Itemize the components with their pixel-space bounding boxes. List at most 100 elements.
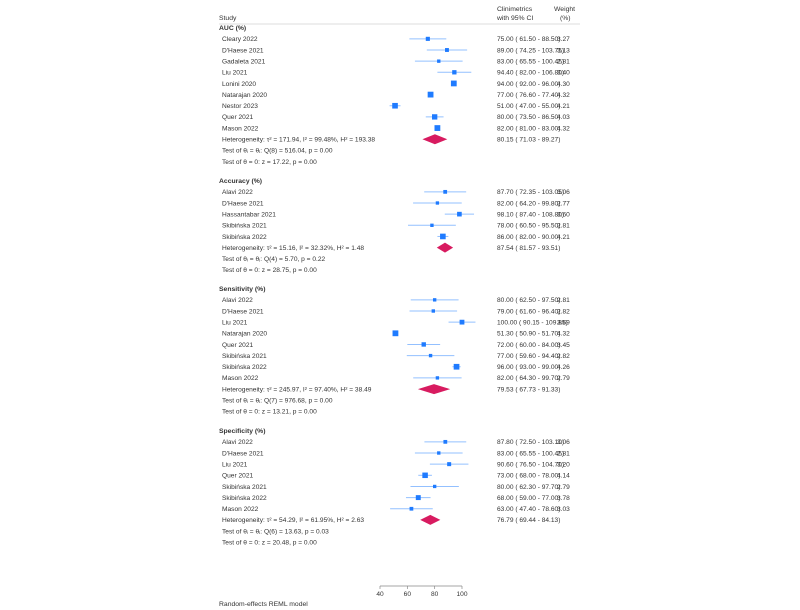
study-name: Alavi 2022 xyxy=(222,189,253,196)
study-weight: 4.30 xyxy=(557,81,570,88)
test-statistic: Test of θ = 0: z = 17.22, p = 0.00 xyxy=(222,159,317,166)
heterogeneity-label: Heterogeneity: τ² = 54.29, I² = 61.95%, … xyxy=(222,517,364,524)
study-marker xyxy=(432,114,438,120)
effect-column-header-line2: with 95% CI xyxy=(496,15,533,22)
heterogeneity-label: Heterogeneity: τ² = 15.16, I² = 32.32%, … xyxy=(222,245,364,252)
study-marker xyxy=(435,201,440,205)
study-weight: 2.82 xyxy=(557,353,570,360)
study-marker xyxy=(434,125,441,131)
study-name: Skibińska 2022 xyxy=(222,495,267,502)
study-name: D'Haese 2021 xyxy=(222,308,264,315)
study-marker xyxy=(421,342,426,347)
study-marker xyxy=(437,451,441,455)
study-ci-text: 90.60 ( 76.50 - 104.70) xyxy=(497,461,564,468)
x-tick-label: 60 xyxy=(404,591,412,598)
study-weight: 4.32 xyxy=(557,125,570,132)
study-marker xyxy=(432,484,437,489)
study-ci-text: 80.00 ( 62.50 - 97.50) xyxy=(497,297,560,304)
study-ci-text: 86.00 ( 82.00 - 90.00) xyxy=(497,234,560,241)
study-name: Skibińska 2021 xyxy=(222,484,267,491)
study-marker xyxy=(432,298,437,302)
study-weight: 3.45 xyxy=(557,342,570,349)
summary-ci-text: 87.54 ( 81.57 - 93.51) xyxy=(497,245,560,252)
study-ci-text: 87.80 ( 72.50 - 103.10) xyxy=(497,439,564,446)
study-name: Quer 2021 xyxy=(222,342,253,349)
study-marker xyxy=(447,462,452,467)
study-ci-text: 78.00 ( 60.50 - 95.50) xyxy=(497,223,560,230)
study-marker xyxy=(443,189,448,194)
study-weight: 3.69 xyxy=(557,319,570,326)
study-weight: 2.82 xyxy=(557,308,570,315)
summary-ci-text: 79.53 ( 67.73 - 91.33) xyxy=(497,386,560,393)
study-marker xyxy=(450,80,457,87)
study-marker xyxy=(422,472,428,479)
study-ci-text: 100.00 ( 90.15 - 109.85) xyxy=(497,319,568,326)
study-name: D'Haese 2021 xyxy=(222,200,264,207)
study-weight: 4.03 xyxy=(557,114,570,121)
x-tick-label: 100 xyxy=(456,591,467,598)
summary-ci-text: 80.15 ( 71.03 - 89.27) xyxy=(497,137,560,144)
study-ci-text: 51.00 ( 47.00 - 55.00) xyxy=(497,103,560,110)
study-ci-text: 82.00 ( 64.20 - 99.80) xyxy=(497,200,560,207)
x-tick-label: 40 xyxy=(376,591,384,598)
study-ci-text: 51.30 ( 50.90 - 51.70) xyxy=(497,331,560,338)
study-column-header: Study xyxy=(219,15,237,22)
study-weight: 3.20 xyxy=(557,461,570,468)
test-statistic: Test of θᵢ = θⱼ: Q(7) = 976.68, p = 0.00 xyxy=(222,398,333,405)
study-name: Liu 2021 xyxy=(222,70,248,77)
study-name: Lonini 2020 xyxy=(222,81,256,88)
study-ci-text: 87.70 ( 72.35 - 103.05) xyxy=(497,189,564,196)
study-name: Skibińska 2022 xyxy=(222,234,267,241)
study-weight: 3.13 xyxy=(557,47,570,54)
study-name: Skibińska 2021 xyxy=(222,223,267,230)
study-name: Alavi 2022 xyxy=(222,439,253,446)
test-statistic: Test of θ = 0: z = 28.75, p = 0.00 xyxy=(222,267,317,274)
study-marker xyxy=(453,363,460,370)
test-statistic: Test of θ = 0: z = 13.21, p = 0.00 xyxy=(222,409,317,416)
study-ci-text: 89.00 ( 74.25 - 103.75) xyxy=(497,47,564,54)
study-ci-text: 83.00 ( 65.55 - 100.45) xyxy=(497,450,564,457)
study-weight: 2.81 xyxy=(557,297,570,304)
study-weight: 3.06 xyxy=(557,189,570,196)
study-marker xyxy=(440,233,446,240)
study-name: Liu 2021 xyxy=(222,319,248,326)
study-marker xyxy=(443,439,448,444)
study-marker xyxy=(452,70,457,75)
study-name: Alavi 2022 xyxy=(222,297,253,304)
study-marker xyxy=(425,36,430,41)
section-1: Accuracy (%) Alavi 2022 87.70 ( 72.35 - 10… xyxy=(219,178,570,274)
study-name: Cleary 2022 xyxy=(222,36,258,43)
study-marker xyxy=(435,376,440,380)
study-ci-text: 68.00 ( 59.00 - 77.00) xyxy=(497,495,560,502)
study-name: Skibińska 2021 xyxy=(222,353,267,360)
study-ci-text: 83.00 ( 65.55 - 100.45) xyxy=(497,58,564,65)
test-statistic: Test of θᵢ = θⱼ: Q(8) = 516.04, p = 0.00 xyxy=(222,148,333,155)
study-name: Liu 2021 xyxy=(222,461,248,468)
study-marker xyxy=(437,59,441,63)
study-weight: 2.79 xyxy=(557,375,570,382)
study-weight: 2.79 xyxy=(557,484,570,491)
section-3: Specificity (%) Alavi 2022 87.80 ( 72.50 -… xyxy=(219,428,570,547)
study-weight: 3.78 xyxy=(557,495,570,502)
study-marker xyxy=(427,91,434,98)
study-ci-text: 82.00 ( 64.30 - 99.70) xyxy=(497,375,560,382)
summary-diamond xyxy=(417,384,451,395)
x-tick-label: 80 xyxy=(431,591,439,598)
study-weight: 4.14 xyxy=(557,473,570,480)
heterogeneity-label: Heterogeneity: τ² = 171.94, I² = 99.48%,… xyxy=(222,137,375,144)
study-marker xyxy=(445,48,449,52)
study-name: Mason 2022 xyxy=(222,125,259,132)
test-statistic: Test of θ = 0: z = 20.48, p = 0.00 xyxy=(222,540,317,547)
study-marker xyxy=(409,506,414,511)
study-weight: 3.40 xyxy=(557,70,570,77)
study-weight: 3.03 xyxy=(557,506,570,513)
study-weight: 2.81 xyxy=(557,450,570,457)
study-marker xyxy=(415,495,421,501)
study-name: Quer 2021 xyxy=(222,114,253,121)
study-ci-text: 96.00 ( 93.00 - 99.00) xyxy=(497,364,560,371)
effect-column-header-line1: Clinimetrics xyxy=(497,6,533,13)
study-ci-text: 77.00 ( 76.60 - 77.40) xyxy=(497,92,560,99)
study-ci-text: 94.40 ( 82.00 - 106.80) xyxy=(497,70,564,77)
study-marker xyxy=(428,353,433,358)
study-weight: 3.27 xyxy=(557,36,570,43)
